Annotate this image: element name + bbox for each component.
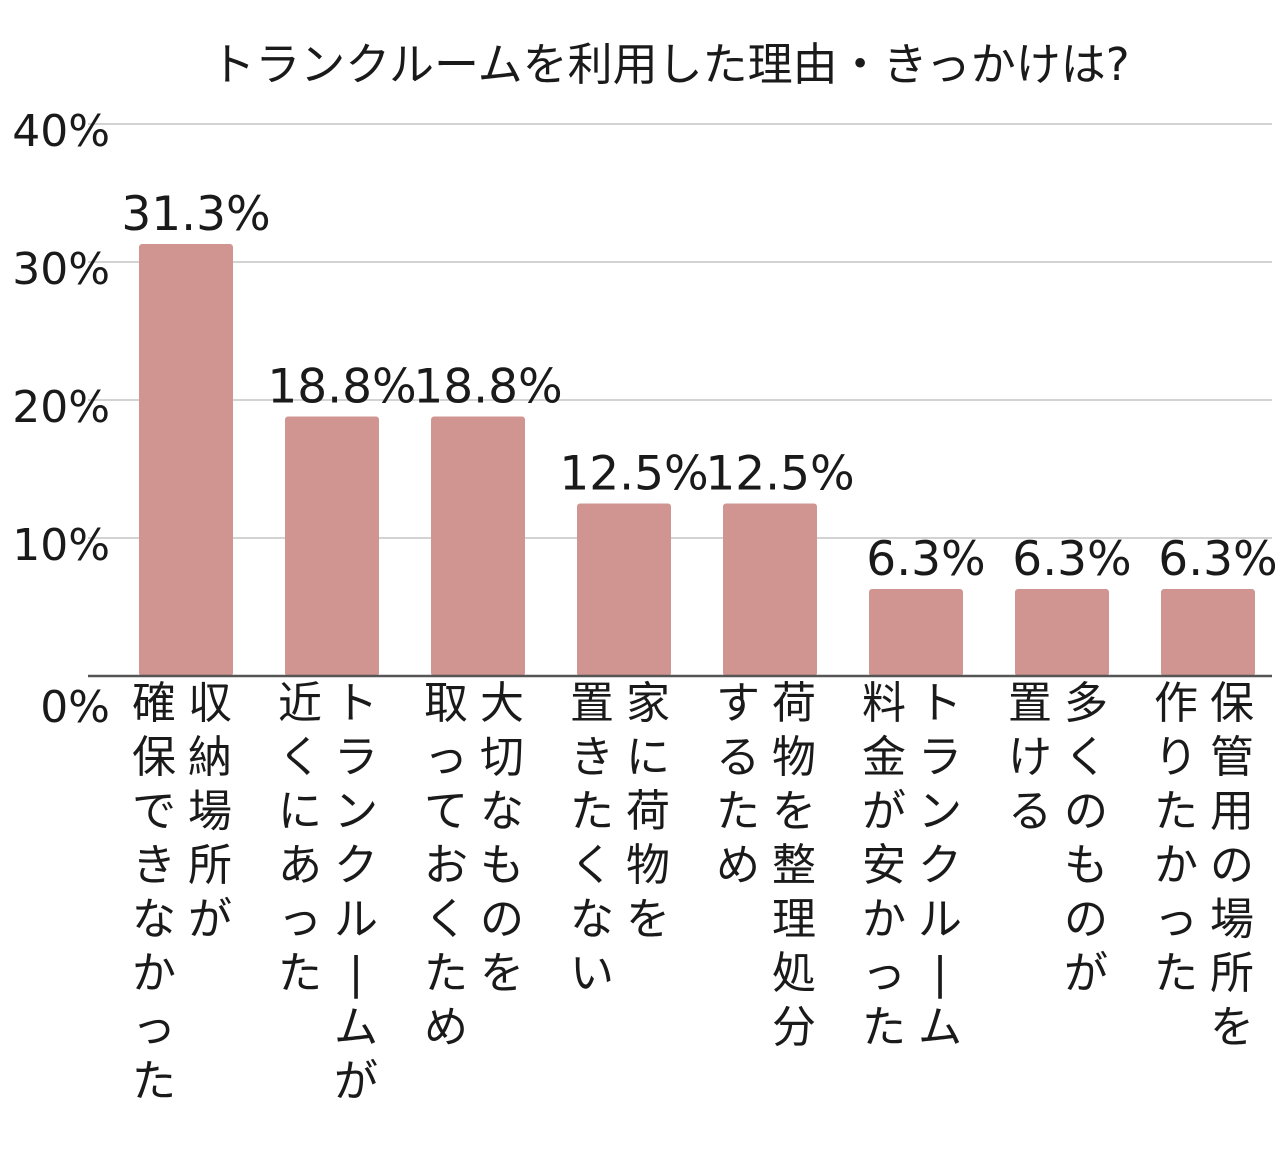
data-label: 6.3%	[1012, 532, 1131, 587]
x-tick-label: 確保できなかった	[132, 678, 176, 1107]
bar	[723, 503, 817, 676]
y-tick-label: 0%	[40, 682, 110, 733]
x-tick-label: 荷物を整理処分	[772, 678, 816, 1053]
bar	[869, 589, 963, 676]
x-tick-label: 近くにあった	[278, 678, 322, 999]
y-tick-label: 10%	[12, 520, 110, 571]
x-tick-label: トランクル|ムが	[334, 678, 378, 1107]
x-tick-label: 置ける	[1008, 678, 1052, 837]
y-tick-label: 30%	[12, 244, 110, 295]
chart-title: トランクルームを利用した理由・きっかけは?	[210, 38, 1129, 91]
x-tick-label: 収納場所が	[188, 678, 232, 945]
bar	[1015, 589, 1109, 676]
x-tick-label: 作りたかった	[1154, 678, 1198, 999]
data-label: 18.8%	[267, 360, 416, 415]
data-label: 6.3%	[1158, 532, 1277, 587]
bar	[577, 503, 671, 676]
bar	[431, 416, 525, 676]
x-tick-label: トランクル|ム	[918, 678, 962, 1053]
bars	[139, 244, 1255, 676]
gridlines	[88, 123, 1272, 539]
data-label: 31.3%	[121, 187, 270, 242]
y-tick-label: 20%	[12, 382, 110, 433]
y-tick-label: 40%	[12, 106, 110, 157]
data-label: 12.5%	[705, 447, 854, 502]
x-tick-label: 保管用の場所を	[1210, 678, 1254, 1053]
y-axis-tick-labels: 0% 10% 20% 30% 40%	[12, 106, 110, 733]
x-tick-label: 家に荷物を	[626, 678, 670, 945]
data-label: 6.3%	[866, 532, 985, 587]
data-label: 12.5%	[559, 447, 708, 502]
x-tick-label: 料金が安かった	[862, 678, 906, 1053]
data-labels: 31.3%18.8%18.8%12.5%12.5%6.3% 6.3% 6.3%	[121, 187, 1277, 587]
bar	[139, 244, 233, 676]
x-tick-label: 取っておくため	[424, 678, 468, 1053]
x-tick-label: するため	[716, 678, 760, 891]
bar	[285, 416, 379, 676]
x-tick-label: 置きたくない	[570, 678, 614, 999]
x-tick-label: 多くのものが	[1064, 678, 1108, 999]
x-tick-label: 大切なものを	[480, 678, 524, 999]
bar	[1161, 589, 1255, 676]
data-label: 18.8%	[413, 360, 562, 415]
